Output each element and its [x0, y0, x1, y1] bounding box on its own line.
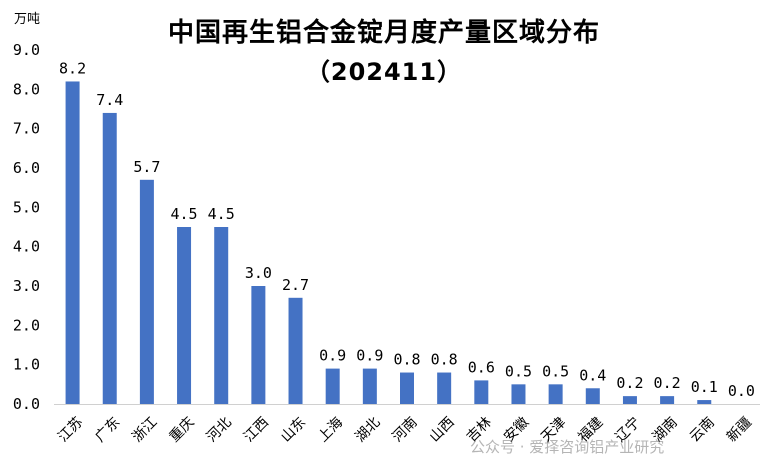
y-tick-label: 6.0 — [13, 159, 40, 177]
x-tick-label: 山东 — [278, 414, 309, 445]
chart-title: 中国再生铝合金锭月度产量区域分布 — [167, 18, 600, 48]
y-tick-label: 4.0 — [13, 238, 40, 256]
data-label: 0.5 — [505, 362, 532, 380]
x-tick-label: 湖北 — [352, 414, 383, 445]
bar — [585, 388, 600, 404]
x-tick-label: 云南 — [687, 414, 718, 445]
data-label: 4.5 — [208, 205, 235, 223]
data-label: 5.7 — [133, 158, 160, 176]
data-label: 0.4 — [579, 366, 606, 384]
data-label: 3.0 — [245, 264, 272, 282]
x-tick-label: 河北 — [204, 414, 235, 445]
bar — [139, 179, 154, 404]
bar — [474, 380, 489, 404]
bar — [214, 227, 229, 404]
bar — [511, 384, 526, 404]
bar — [288, 297, 303, 404]
x-tick-label: 新疆 — [724, 414, 755, 445]
bar — [65, 81, 80, 404]
bars-group — [65, 81, 712, 404]
data-label: 0.6 — [468, 358, 495, 376]
x-tick-label: 广东 — [92, 414, 123, 445]
y-tick-label: 5.0 — [13, 198, 40, 216]
bar — [697, 400, 712, 404]
y-tick-label: 3.0 — [13, 277, 40, 295]
bar — [251, 286, 266, 404]
data-label: 8.2 — [59, 59, 86, 77]
watermark-text: 公众号 · 爱择咨询铝产业研究 — [470, 438, 665, 456]
y-axis-unit-label: 万吨 — [14, 12, 41, 27]
y-tick-label: 7.0 — [13, 120, 40, 138]
y-axis-ticks: 0.0 1.0 2.0 3.0 4.0 5.0 6.0 7.0 8.0 9.0 — [13, 41, 40, 413]
y-tick-label: 9.0 — [13, 41, 40, 59]
x-tick-label: 江苏 — [55, 414, 86, 445]
y-tick-label: 1.0 — [13, 356, 40, 374]
bar — [400, 372, 414, 404]
bar — [177, 227, 192, 404]
data-label: 0.2 — [616, 374, 643, 392]
bar — [437, 372, 452, 404]
bar — [622, 396, 637, 404]
y-tick-label: 0.0 — [13, 395, 40, 413]
data-label: 7.4 — [96, 91, 123, 109]
data-label: 0.9 — [356, 347, 383, 365]
chart-subtitle: （202411） — [305, 58, 463, 86]
bar — [548, 384, 563, 404]
x-tick-label: 上海 — [315, 414, 346, 445]
data-labels-group: 8.2 7.4 5.7 4.5 4.5 3.0 2.7 0.9 0.9 0.8 0.8 0.6 0.5 0… — [59, 59, 755, 400]
x-tick-label: 江西 — [241, 414, 272, 445]
y-tick-label: 2.0 — [13, 316, 40, 334]
bar — [325, 368, 340, 404]
data-label: 0.0 — [728, 382, 755, 400]
bar — [102, 112, 117, 404]
x-tick-label: 浙江 — [129, 414, 160, 445]
data-label: 4.5 — [171, 205, 198, 223]
data-label: 0.8 — [393, 351, 420, 369]
data-label: 0.5 — [542, 362, 569, 380]
data-label: 0.1 — [691, 378, 718, 396]
y-tick-label: 8.0 — [13, 80, 40, 98]
data-label: 2.7 — [282, 276, 309, 294]
bar — [660, 396, 675, 404]
data-label: 0.9 — [319, 347, 346, 365]
x-tick-label: 重庆 — [167, 414, 198, 445]
bar — [362, 368, 377, 404]
x-tick-label: 山西 — [427, 414, 458, 445]
data-label: 0.8 — [431, 351, 458, 369]
x-tick-label: 河南 — [389, 414, 420, 445]
data-label: 0.2 — [654, 374, 681, 392]
